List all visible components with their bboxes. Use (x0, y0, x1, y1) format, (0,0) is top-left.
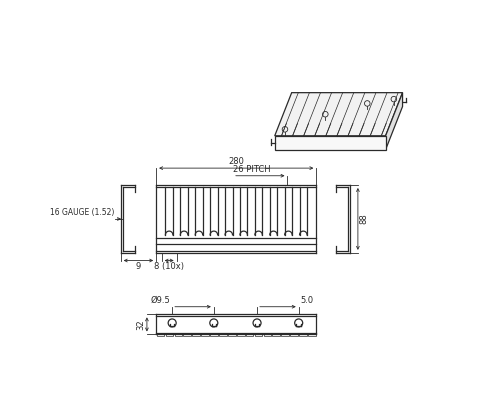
Bar (272, 333, 280, 336)
Bar (308, 333, 316, 336)
Text: 280: 280 (228, 157, 244, 166)
Bar (282, 333, 289, 336)
Bar (264, 333, 271, 336)
Polygon shape (274, 93, 402, 136)
Bar (210, 333, 218, 336)
Bar (246, 333, 254, 336)
Text: 32: 32 (136, 319, 145, 330)
Text: 16 GAUGE (1.52): 16 GAUGE (1.52) (50, 208, 114, 218)
Bar (219, 333, 227, 336)
Polygon shape (386, 93, 402, 150)
Text: 88: 88 (360, 214, 368, 224)
Bar (166, 333, 173, 336)
Bar (184, 333, 191, 336)
Text: 9: 9 (136, 262, 141, 271)
Bar (228, 333, 235, 336)
Bar (201, 333, 209, 336)
Bar (290, 333, 298, 336)
Text: 8 (10x): 8 (10x) (154, 262, 184, 271)
Bar (254, 333, 262, 336)
Bar (192, 333, 200, 336)
Bar (237, 333, 244, 336)
Text: 26 PITCH: 26 PITCH (233, 165, 270, 174)
Bar (299, 333, 307, 336)
Polygon shape (274, 136, 386, 150)
Bar (174, 333, 182, 336)
Bar (156, 333, 164, 336)
Text: Ø9.5: Ø9.5 (151, 296, 171, 305)
Text: 5.0: 5.0 (300, 296, 314, 305)
